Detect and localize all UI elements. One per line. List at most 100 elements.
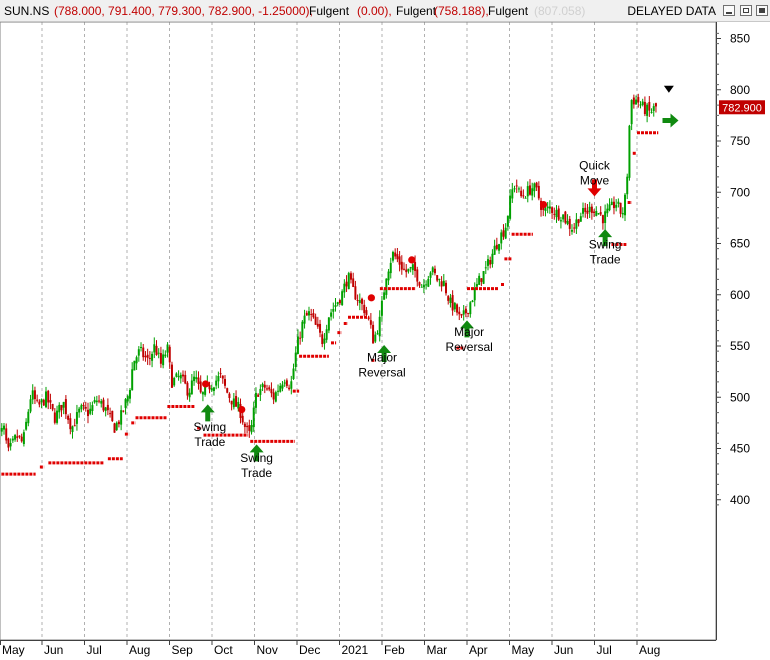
candle-body bbox=[162, 354, 165, 366]
candle-body bbox=[349, 273, 352, 280]
signal-dot bbox=[202, 380, 210, 388]
candle-body bbox=[345, 281, 348, 287]
y-tick-label-1: 450 bbox=[730, 442, 750, 456]
candle-body bbox=[418, 282, 421, 286]
annotation-1-line-1: Trade bbox=[241, 466, 272, 480]
candle-body bbox=[436, 275, 439, 281]
grid bbox=[41, 22, 638, 640]
candle-body bbox=[89, 408, 92, 414]
candle-body bbox=[144, 355, 147, 358]
candle-body bbox=[438, 278, 441, 280]
candle-body bbox=[464, 308, 467, 314]
buy-arrow-icon bbox=[377, 344, 392, 362]
candle-body bbox=[544, 208, 547, 211]
candle-body bbox=[504, 227, 507, 239]
candle-body bbox=[338, 300, 341, 304]
candle-body bbox=[102, 399, 105, 411]
candle-body bbox=[383, 292, 386, 300]
candle-body bbox=[601, 215, 604, 224]
candle-body bbox=[33, 390, 36, 400]
candle-body bbox=[429, 272, 432, 278]
candle-body bbox=[179, 374, 182, 379]
indicator-2-name: Fulgent bbox=[396, 4, 437, 18]
candle-body bbox=[106, 404, 109, 411]
maximize-icon[interactable] bbox=[740, 5, 752, 16]
signal-dot bbox=[539, 200, 548, 209]
x-tick-label-4: Sep bbox=[172, 643, 194, 657]
candle-body bbox=[164, 354, 167, 357]
candle-body bbox=[365, 310, 368, 315]
candle-body bbox=[453, 303, 456, 310]
candle-body bbox=[182, 374, 185, 377]
candle-body bbox=[400, 261, 403, 270]
candle-body bbox=[36, 399, 39, 401]
candle-body bbox=[170, 364, 173, 388]
last-price-label: 782.900 bbox=[722, 102, 762, 114]
candle-body bbox=[564, 211, 567, 223]
candle-body bbox=[195, 377, 198, 380]
candle-body bbox=[16, 436, 19, 438]
candle-body bbox=[38, 401, 41, 405]
candle-body bbox=[277, 390, 280, 392]
candle-body bbox=[115, 422, 118, 431]
candle-body bbox=[9, 443, 12, 447]
plot-border bbox=[0, 21, 717, 641]
candle-body bbox=[548, 206, 551, 209]
x-tick-label-11: Apr bbox=[469, 643, 488, 657]
candle-body bbox=[250, 425, 253, 433]
minimize-icon[interactable] bbox=[723, 5, 735, 16]
candle-body bbox=[584, 207, 587, 212]
candle-body bbox=[486, 259, 489, 266]
candle-body bbox=[341, 291, 344, 305]
candle-body bbox=[268, 387, 271, 390]
candle-body bbox=[190, 380, 193, 395]
candle-body bbox=[301, 321, 304, 338]
candle-body bbox=[376, 333, 379, 335]
candle-body bbox=[431, 267, 434, 273]
down-triangle-icon bbox=[663, 85, 674, 93]
buy-arrow-icon bbox=[460, 320, 474, 338]
candle-body bbox=[626, 176, 629, 195]
candle-body bbox=[643, 101, 646, 115]
candle-body bbox=[327, 317, 330, 331]
close-icon[interactable] bbox=[756, 5, 768, 16]
candle-body bbox=[354, 286, 357, 300]
candle-body bbox=[252, 407, 255, 428]
candle-body bbox=[285, 380, 288, 386]
signal-dot bbox=[367, 294, 375, 302]
candle-body bbox=[82, 404, 85, 406]
candle-body bbox=[352, 278, 355, 288]
candle-body bbox=[290, 381, 293, 389]
candle-body bbox=[321, 334, 324, 345]
candle-body bbox=[520, 190, 523, 197]
candle-body bbox=[212, 387, 215, 391]
candle-body bbox=[398, 256, 401, 265]
candle-body bbox=[146, 354, 149, 358]
candle-body bbox=[230, 400, 233, 405]
candle-body bbox=[372, 324, 375, 344]
candle-body bbox=[566, 220, 569, 225]
candle-body bbox=[562, 214, 565, 220]
x-tick-label-3: Aug bbox=[129, 643, 150, 657]
candle-body bbox=[568, 218, 571, 229]
annotation-3-line-1: Reversal bbox=[445, 340, 492, 354]
candle-body bbox=[467, 312, 470, 314]
candle-body bbox=[5, 428, 8, 441]
candle-body bbox=[159, 353, 162, 364]
candle-body bbox=[442, 280, 445, 287]
y-tick-label-4: 600 bbox=[730, 288, 750, 302]
candle-body bbox=[93, 400, 96, 403]
candle-body bbox=[416, 269, 419, 282]
last-price-box bbox=[719, 100, 765, 115]
candle-body bbox=[493, 245, 496, 255]
candle-body bbox=[71, 426, 74, 433]
candle-body bbox=[177, 376, 180, 378]
candle-body bbox=[654, 103, 657, 107]
candle-body bbox=[588, 206, 591, 212]
candle-body bbox=[27, 411, 30, 424]
candle-body bbox=[126, 396, 129, 402]
candle-body bbox=[254, 392, 257, 408]
candle-body bbox=[62, 401, 65, 408]
